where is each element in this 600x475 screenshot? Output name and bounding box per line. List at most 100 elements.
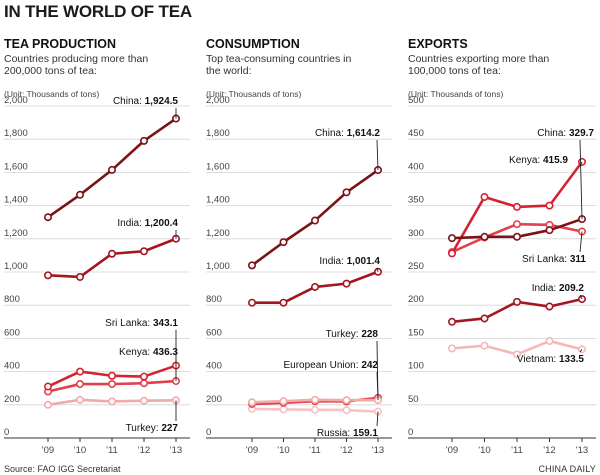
annotation-label: Kenya: 436.3 bbox=[119, 347, 178, 358]
annotation-india: India: 1,200.4 bbox=[117, 218, 178, 239]
data-point bbox=[545, 201, 554, 210]
data-point bbox=[480, 341, 489, 350]
data-point bbox=[512, 232, 521, 241]
series-china bbox=[43, 114, 181, 222]
panel-title: CONSUMPTION bbox=[206, 37, 300, 51]
series-india bbox=[447, 295, 586, 326]
x-tick-label: '09 bbox=[446, 445, 458, 456]
annotation-kenya: Kenya: 415.9 bbox=[509, 155, 583, 168]
x-tick-label: '12 bbox=[340, 445, 352, 456]
y-tick-label: 1,600 bbox=[4, 161, 28, 172]
panel-subtitle: 200,000 tons of tea: bbox=[4, 65, 97, 77]
data-point bbox=[76, 380, 85, 389]
annotation-kenya: Kenya: 436.3 bbox=[119, 347, 178, 366]
y-tick-label: 300 bbox=[408, 228, 424, 239]
annotation-value: 209.2 bbox=[559, 283, 584, 294]
y-tick-label: 600 bbox=[4, 327, 20, 338]
y-tick-label: 500 bbox=[408, 95, 424, 106]
data-point bbox=[310, 216, 319, 225]
series-china bbox=[248, 166, 382, 270]
annotation-label: Vietnam: 133.5 bbox=[517, 354, 585, 365]
panel-subtitle: Top tea-consuming countries in bbox=[206, 53, 351, 65]
y-tick-label: 200 bbox=[408, 294, 424, 305]
x-tick-label: '09 bbox=[246, 445, 258, 456]
y-tick-label: 250 bbox=[408, 261, 424, 272]
y-tick-label: 0 bbox=[4, 427, 9, 438]
y-tick-label: 1,000 bbox=[206, 261, 230, 272]
annotation-china: China: 1,924.5 bbox=[113, 96, 178, 119]
data-point bbox=[545, 337, 554, 346]
source-note: Source: FAO IGG Secretariat bbox=[4, 464, 121, 474]
y-tick-label: 0 bbox=[206, 427, 211, 438]
annotation-value: 343.1 bbox=[153, 318, 178, 329]
annotation-name: Kenya: bbox=[509, 155, 543, 166]
y-tick-label: 2,000 bbox=[4, 95, 28, 106]
annotation-russia: Russia: 159.1 bbox=[317, 411, 379, 439]
annotation-name: China: bbox=[315, 128, 347, 139]
data-point bbox=[480, 314, 489, 323]
leader-line bbox=[376, 371, 379, 398]
y-tick-label: 400 bbox=[206, 361, 222, 372]
x-tick-label: '11 bbox=[309, 445, 321, 456]
annotation-name: India: bbox=[319, 256, 346, 267]
annotation-name: China: bbox=[537, 128, 569, 139]
x-tick-label: '11 bbox=[511, 445, 523, 456]
y-tick-label: 1,600 bbox=[206, 161, 230, 172]
panel-subtitle: the world: bbox=[206, 65, 252, 77]
annotation-label: China: 329.7 bbox=[537, 128, 594, 139]
annotation-value: 1,001.4 bbox=[347, 256, 381, 267]
annotation-label: European Union: 242 bbox=[283, 360, 378, 371]
annotation-name: Russia: bbox=[317, 428, 353, 439]
data-point bbox=[140, 247, 149, 256]
series-sri-lanka bbox=[43, 377, 181, 396]
data-point bbox=[279, 238, 288, 247]
annotation-value: 227 bbox=[161, 423, 178, 434]
x-tick-label: '09 bbox=[42, 445, 54, 456]
x-tick-label: '12 bbox=[543, 445, 555, 456]
panel-production: TEA PRODUCTION Countries producing more t… bbox=[4, 37, 190, 456]
panel-unit: (Unit: Thousands of tons) bbox=[206, 89, 301, 99]
y-tick-label: 50 bbox=[408, 394, 419, 405]
credit-label: CHINA DAILY bbox=[538, 464, 596, 474]
data-point bbox=[43, 213, 52, 222]
y-tick-label: 200 bbox=[4, 394, 20, 405]
data-point bbox=[545, 302, 554, 311]
y-tick-label: 450 bbox=[408, 128, 424, 139]
annotation-value: 159.1 bbox=[353, 428, 378, 439]
annotation-label: India: 209.2 bbox=[532, 283, 585, 294]
annotation-india: India: 209.2 bbox=[532, 283, 585, 300]
data-point bbox=[108, 371, 117, 380]
series-china bbox=[447, 215, 586, 243]
data-point bbox=[108, 397, 117, 406]
y-tick-label: 1,200 bbox=[4, 228, 28, 239]
annotation-value: 1,924.5 bbox=[145, 96, 179, 107]
data-point bbox=[76, 190, 85, 199]
y-tick-label: 150 bbox=[408, 327, 424, 338]
series-vietnam bbox=[447, 337, 586, 359]
x-tick-label: '12 bbox=[138, 445, 150, 456]
main-title: IN THE WORLD OF TEA bbox=[4, 2, 192, 21]
data-point bbox=[480, 192, 489, 201]
x-tick-label: '10 bbox=[478, 445, 490, 456]
data-point bbox=[108, 165, 117, 174]
annotation-value: 329.7 bbox=[569, 128, 594, 139]
data-point bbox=[342, 279, 351, 288]
y-tick-label: 600 bbox=[206, 327, 222, 338]
series-line bbox=[47, 237, 177, 279]
y-tick-label: 1,800 bbox=[206, 128, 230, 139]
annotation-sri-lanka: Sri Lanka: 311 bbox=[522, 231, 586, 265]
data-point bbox=[140, 379, 149, 388]
leader-line bbox=[579, 139, 583, 220]
annotation-value: 436.3 bbox=[153, 347, 178, 358]
annotation-china: China: 329.7 bbox=[537, 128, 594, 220]
data-point bbox=[108, 249, 117, 258]
x-tick-label: '13 bbox=[170, 445, 182, 456]
annotation-china: China: 1,614.2 bbox=[315, 128, 380, 171]
data-point bbox=[447, 317, 456, 326]
data-point bbox=[279, 298, 288, 307]
data-point bbox=[140, 372, 149, 381]
data-point bbox=[43, 382, 52, 391]
y-tick-label: 1,400 bbox=[4, 195, 28, 206]
annotation-turkey: Turkey: 227 bbox=[126, 400, 178, 434]
annotation-label: Kenya: 415.9 bbox=[509, 155, 568, 166]
